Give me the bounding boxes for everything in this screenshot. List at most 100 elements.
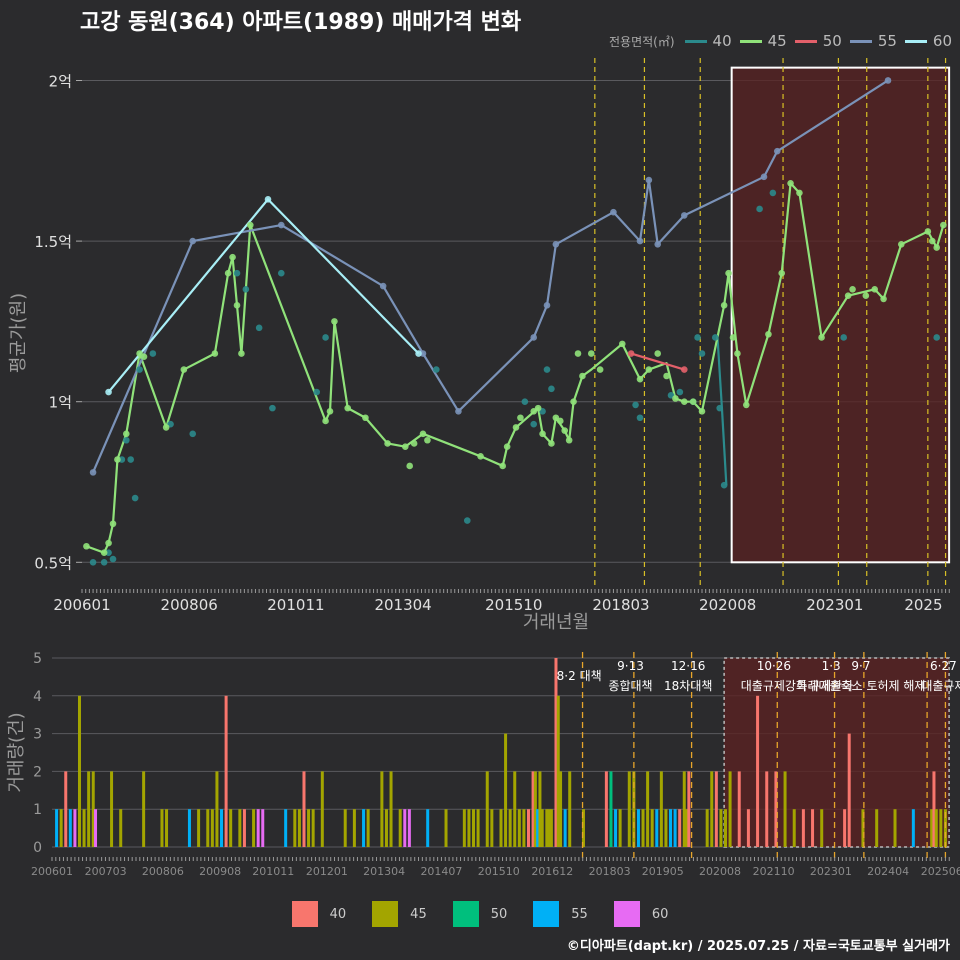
- x-tick-label: 2025: [904, 596, 942, 614]
- legend-label-40: 40: [712, 32, 732, 50]
- volume-bar-40: [756, 695, 760, 847]
- bar-x-tick-label: 202110: [753, 865, 795, 878]
- policy-annotation: 종합대책: [608, 678, 652, 693]
- volume-bar-40: [714, 771, 718, 847]
- data-point-45: [539, 430, 546, 438]
- data-point-45: [83, 542, 90, 550]
- volume-bar-55: [669, 809, 673, 847]
- volume-bar-40: [843, 809, 847, 847]
- legend-label-50: 50: [822, 32, 842, 50]
- data-point-40: [530, 420, 538, 428]
- top-legend: 전용면적(㎡) 40 45 50 55 60: [609, 32, 952, 50]
- data-point-45: [871, 285, 879, 293]
- volume-bar-45: [517, 809, 521, 847]
- data-point-40: [122, 436, 130, 444]
- data-point-55: [645, 176, 653, 184]
- legend-item-40: 40: [684, 32, 732, 50]
- legend-label-45: 45: [767, 32, 787, 50]
- volume-bar-45: [352, 809, 356, 847]
- volume-bar-45: [384, 809, 388, 847]
- bar-x-tick-label: 200601: [31, 865, 73, 878]
- volume-bar-45: [462, 809, 466, 847]
- data-point-45: [109, 520, 117, 528]
- data-point-45: [233, 302, 241, 309]
- data-point-45: [720, 302, 728, 309]
- volume-bar-45: [893, 809, 897, 847]
- volume-bar-45: [389, 771, 393, 847]
- data-point-60: [105, 388, 112, 396]
- data-point-45: [162, 424, 170, 431]
- data-point-45: [933, 244, 941, 251]
- volume-bar-45: [476, 809, 480, 847]
- volume-bar-45: [311, 809, 315, 847]
- data-point-45: [734, 350, 741, 357]
- volume-bar-40: [302, 771, 306, 847]
- volume-bar-45: [547, 809, 551, 847]
- data-point-45: [326, 408, 334, 415]
- volume-bar-55: [220, 809, 224, 847]
- data-point-45: [570, 398, 577, 405]
- volume-bar-45: [206, 809, 210, 847]
- volume-bar-45: [238, 809, 242, 847]
- data-point-55: [455, 408, 462, 415]
- bar-x-tick-label: 201510: [478, 865, 520, 878]
- data-point-45: [778, 269, 786, 277]
- bar-legend-swatch-45: [372, 901, 399, 927]
- legend-item-50: 50: [794, 32, 842, 50]
- data-point-45: [862, 292, 870, 299]
- legend-swatch-60: [904, 39, 927, 43]
- volume-bar-45: [522, 809, 526, 847]
- volume-bar-45: [632, 771, 636, 847]
- data-point-40: [840, 334, 848, 341]
- bar-y-tick-label: 2: [33, 764, 42, 780]
- data-point-40: [636, 414, 644, 422]
- data-point-45: [587, 350, 595, 357]
- data-point-45: [897, 241, 905, 248]
- policy-annotation: 18차대책: [664, 678, 712, 693]
- volume-bar-45: [540, 809, 544, 847]
- volume-bar-45: [875, 809, 879, 847]
- volume-bar-60: [256, 809, 260, 847]
- volume-bar-45: [229, 809, 233, 847]
- highlight-region: [730, 66, 951, 564]
- legend-item-45: 45: [739, 32, 787, 50]
- data-point-50: [627, 350, 635, 357]
- y-tick-label: 1.5억: [34, 233, 72, 251]
- data-point-45: [565, 436, 573, 444]
- y-tick-label: 1억: [49, 394, 72, 412]
- volume-bar-45: [728, 771, 732, 847]
- data-point-45: [880, 295, 887, 303]
- volume-bar-40: [774, 771, 778, 847]
- data-point-55: [379, 282, 387, 290]
- data-point-40: [233, 269, 241, 277]
- data-point-45: [384, 440, 391, 447]
- data-point-40: [548, 385, 555, 393]
- volume-bar-55: [655, 809, 659, 847]
- volume-bar-45: [650, 809, 654, 847]
- volume-bar-40: [811, 809, 815, 847]
- volume-bar-45: [472, 809, 476, 847]
- data-point-55: [277, 221, 285, 229]
- volume-bar-45: [685, 809, 689, 847]
- bar-x-tick-label: 201011: [252, 865, 294, 878]
- data-point-40: [277, 269, 285, 277]
- volume-bar-45: [556, 695, 560, 847]
- data-point-45: [499, 462, 507, 470]
- bar-y-axis-title: 거래량(건): [6, 712, 27, 792]
- data-point-60: [264, 196, 272, 203]
- volume-bar-40: [554, 658, 558, 847]
- source-footer: ©디아파트(dapt.kr) / 2025.07.25 / 자료=국토교통부 실…: [566, 939, 950, 954]
- data-point-40: [109, 555, 117, 563]
- volume-bar-45: [380, 771, 384, 847]
- data-point-40: [269, 404, 276, 412]
- legend-swatch-55: [849, 39, 872, 43]
- data-point-45: [419, 430, 427, 438]
- x-tick-label: 201304: [374, 596, 431, 614]
- data-point-40: [136, 366, 143, 373]
- data-point-55: [884, 77, 892, 84]
- volume-bar-45: [91, 771, 95, 847]
- bar-x-tick-label: 202008: [699, 865, 741, 878]
- data-point-45: [849, 285, 856, 293]
- volume-bar-45: [533, 771, 537, 847]
- volume-bar-45: [568, 771, 572, 847]
